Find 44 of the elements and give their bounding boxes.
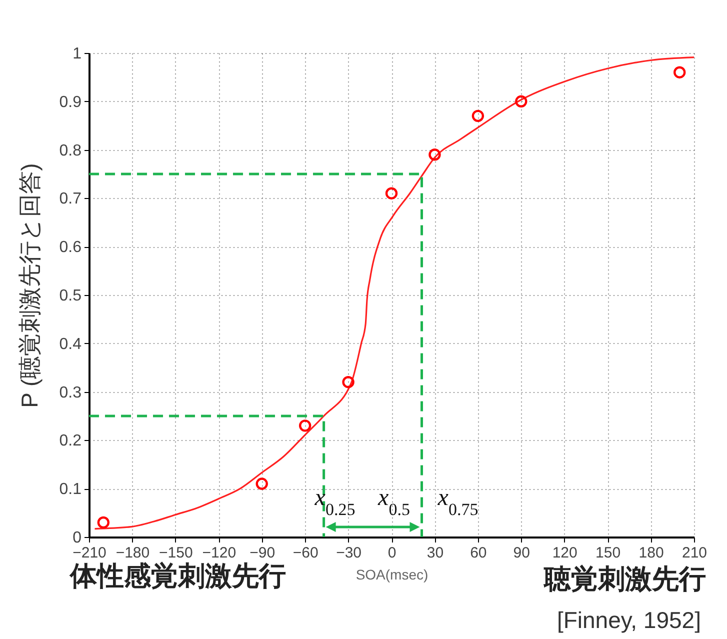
x-tick-label: 210	[682, 544, 708, 562]
point	[256, 478, 268, 490]
text: [Finney, 1952]	[556, 607, 701, 633]
annotation: x$_{0.5}$	[377, 485, 410, 518]
y-tick-label: 0.6	[59, 239, 82, 256]
annotation: x$_{0.75}$	[436, 485, 478, 518]
x-tick-label: 0	[388, 544, 396, 562]
y-tick-label: 0.9	[59, 94, 82, 111]
point	[428, 148, 441, 161]
x-tick-label: −60	[292, 544, 318, 562]
y-axis-title: P (聴覚刺激先行と回答)	[16, 163, 42, 408]
x-tick-label: −150	[159, 544, 193, 562]
text: 聴覚刺激先行	[543, 564, 706, 594]
y-tick-label: 0.4	[59, 336, 82, 353]
y-tick-label: 0.2	[59, 432, 82, 450]
text: 体性感覚刺激先行	[69, 561, 286, 591]
y-tick-label: 0.3	[59, 384, 82, 402]
y-tick-label: 0.7	[59, 190, 82, 208]
line-series	[94, 56, 695, 530]
point	[515, 95, 528, 108]
x-tick-label: 150	[596, 544, 621, 562]
y-tick-label: 0	[72, 530, 82, 546]
annotation: x$_{0.25}$	[314, 485, 356, 518]
point	[385, 187, 398, 200]
y-tick-label: 0.8	[59, 142, 82, 160]
point	[673, 66, 686, 78]
x-axis-title: SOA(msec)	[356, 566, 428, 582]
x-tick-label: 180	[638, 544, 664, 562]
y-tick-label: 0.1	[59, 481, 82, 498]
point	[472, 110, 484, 122]
x-tick-label: 90	[513, 544, 530, 562]
point	[97, 516, 110, 529]
x-tick-label: −30	[336, 544, 362, 562]
x-tick-label: −210	[72, 544, 106, 562]
x-tick-label: 60	[470, 544, 487, 562]
x-tick-label: 30	[426, 544, 444, 562]
x-tick-label: −180	[116, 544, 150, 562]
y-tick-label: 1	[72, 46, 82, 62]
point	[298, 420, 312, 432]
y-tick-label: 0.5	[59, 288, 82, 304]
x-tick-label: −90	[250, 544, 276, 562]
x-tick-label: −120	[202, 544, 236, 562]
point	[342, 376, 354, 388]
x-tick-label: 120	[552, 544, 578, 562]
